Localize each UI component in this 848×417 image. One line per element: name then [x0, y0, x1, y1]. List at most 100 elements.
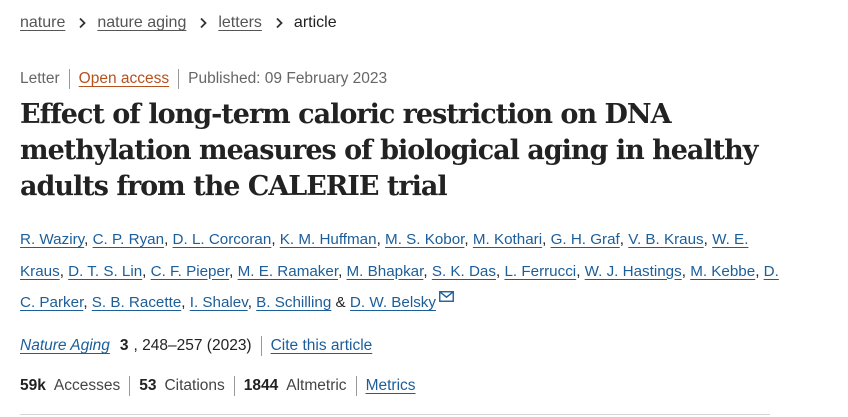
author-item: C. F. Pieper, [151, 263, 238, 280]
citations-label: Citations [164, 377, 225, 394]
author-separator: , [464, 231, 469, 248]
breadcrumb: nature nature aging letters article [20, 12, 337, 34]
author-link[interactable]: M. E. Ramaker [237, 262, 339, 280]
author-ampersand: & [335, 294, 346, 311]
article-type: Letter [20, 70, 60, 87]
author-separator: , [338, 262, 343, 280]
author-link[interactable]: R. Waziry [20, 231, 85, 248]
citation-line: Nature Aging 3 , 248–257 (2023) Cite thi… [20, 336, 372, 356]
accesses-label: Accesses [53, 377, 121, 394]
author-link[interactable]: L. Ferrucci [504, 262, 577, 280]
metrics-divider [355, 376, 357, 396]
author-link[interactable]: W. E. Kraus [20, 231, 749, 280]
author-item: M. Bhapkar, [347, 263, 432, 280]
author-item: S. K. Das, [432, 263, 505, 280]
author-item: W. J. Hastings, [585, 263, 691, 280]
metrics-divider [233, 376, 235, 396]
author-separator: , [495, 262, 501, 280]
author-link[interactable]: B. Schilling [256, 294, 332, 311]
author-link[interactable]: S. B. Racette [91, 294, 182, 311]
metrics-divider [129, 376, 131, 396]
author-separator: , [619, 231, 624, 248]
author-item: S. B. Racette, [92, 294, 190, 311]
author-separator: , [229, 262, 234, 280]
author-link[interactable]: D. C. Parker [20, 262, 779, 312]
author-separator: , [423, 262, 428, 280]
author-link[interactable]: M. S. Kobor [385, 231, 465, 248]
breadcrumb-current: article [293, 14, 337, 31]
author-separator: , [164, 231, 169, 248]
author-list: R. Waziry, C. P. Ryan, D. L. Corcoran, K… [20, 224, 790, 319]
chevron-right-icon [79, 17, 87, 29]
chevron-right-icon [276, 17, 283, 29]
author-link[interactable]: M. Bhapkar [346, 262, 424, 280]
breadcrumb-link-letters[interactable]: letters [218, 14, 262, 31]
author-link[interactable]: D. T. S. Lin [68, 262, 143, 280]
published-date: Published: 09 February 2023 [188, 70, 388, 87]
author-separator: , [376, 231, 381, 248]
author-separator: , [181, 294, 186, 311]
author-link[interactable]: C. F. Pieper [150, 262, 230, 280]
author-item: W. E. Kraus, [20, 231, 748, 280]
meta-divider [68, 69, 70, 89]
citations-count: 53 [139, 377, 157, 394]
author-link[interactable]: K. M. Huffman [279, 231, 377, 248]
author-link[interactable]: D. W. Belsky [349, 294, 436, 311]
author-separator: , [271, 231, 276, 248]
metrics-bar: 59k Accesses 53 Citations 1844 Altmetric… [20, 376, 416, 396]
journal-link[interactable]: Nature Aging [20, 337, 110, 354]
open-access-link[interactable]: Open access [78, 70, 170, 87]
author-separator: , [576, 262, 581, 280]
author-link[interactable]: S. K. Das [431, 262, 496, 280]
author-separator: , [755, 262, 760, 280]
author-link[interactable]: W. J. Hastings [584, 262, 682, 280]
author-item: D. C. Parker, [20, 263, 779, 312]
meta-divider [178, 69, 180, 89]
author-link[interactable]: C. P. Ryan [92, 231, 165, 248]
citation-divider [260, 336, 262, 356]
author-item: M. Kebbe, [690, 263, 763, 280]
author-item: L. Ferrucci, [504, 263, 584, 280]
author-item: M. S. Kobor, [385, 231, 473, 248]
author-item: M. E. Ramaker, [238, 263, 347, 280]
author-item: D. T. S. Lin, [68, 263, 150, 280]
article-title: Effect of long-term caloric restriction … [20, 99, 758, 202]
breadcrumb-link-nature-aging[interactable]: nature aging [97, 14, 187, 31]
author-separator: , [142, 262, 147, 280]
volume-number: 3 [119, 337, 129, 354]
author-link[interactable]: V. B. Kraus [628, 231, 704, 248]
altmetric-label: Altmetric [286, 377, 347, 394]
author-item: R. Waziry, [20, 231, 93, 248]
author-item: M. Kothari, [473, 231, 551, 248]
metrics-link[interactable]: Metrics [365, 377, 416, 394]
author-separator: , [703, 231, 708, 248]
altmetric-score: 1844 [243, 377, 279, 394]
chevron-right-icon [200, 17, 208, 29]
author-separator: , [84, 231, 89, 248]
author-link[interactable]: G. H. Graf [550, 231, 620, 248]
author-item: V. B. Kraus, [628, 231, 712, 248]
section-divider [20, 414, 770, 415]
author-link[interactable]: D. L. Corcoran [172, 231, 272, 248]
author-item: D. L. Corcoran, [173, 231, 280, 248]
author-separator: , [247, 294, 252, 311]
author-separator: , [681, 262, 686, 280]
pages-year: , 248–257 (2023) [133, 337, 252, 354]
author-item: D. W. Belsky [349, 291, 454, 311]
author-separator: , [59, 262, 64, 280]
author-item: G. H. Graf, [551, 231, 629, 248]
article-meta: Letter Open access Published: 09 Februar… [20, 69, 387, 89]
accesses-count: 59k [20, 377, 46, 394]
author-item: K. M. Huffman, [280, 231, 385, 248]
author-link[interactable]: M. Kebbe [690, 262, 756, 280]
author-item: C. P. Ryan, [93, 231, 173, 248]
author-separator: , [83, 294, 88, 311]
author-item: I. Shalev, [190, 294, 256, 311]
mail-icon[interactable] [439, 291, 454, 302]
author-link[interactable]: M. Kothari [472, 231, 543, 248]
cite-this-article-link[interactable]: Cite this article [270, 337, 373, 354]
author-separator: , [542, 231, 547, 248]
author-item: B. Schilling & [256, 294, 350, 311]
author-link[interactable]: I. Shalev [189, 294, 248, 311]
breadcrumb-link-nature[interactable]: nature [20, 14, 66, 31]
